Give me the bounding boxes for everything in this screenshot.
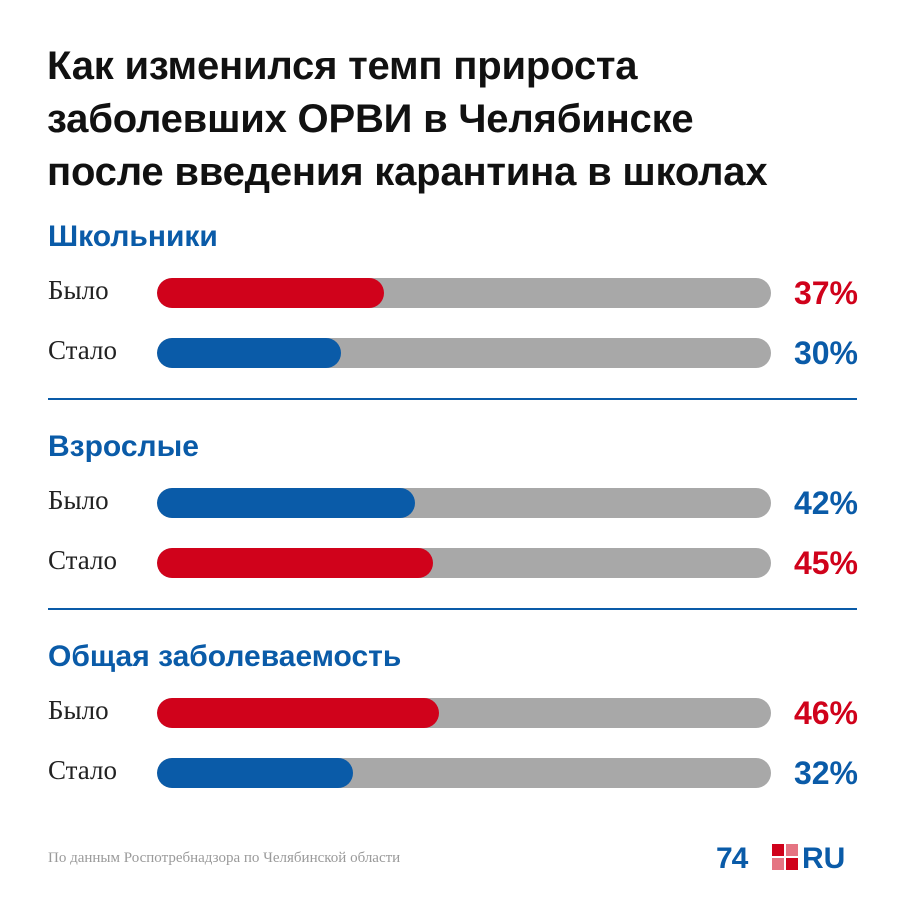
logo-74ru: 74 RU — [716, 842, 861, 876]
bar-track — [157, 278, 771, 308]
title-line-1: Как изменился темп прироста — [47, 44, 638, 88]
title-line-2: заболевших ОРВИ в Челябинске — [47, 97, 694, 141]
bar-fill — [157, 698, 440, 728]
bar-track — [157, 338, 771, 368]
bar-fill — [157, 548, 434, 578]
bar-fill — [157, 488, 415, 518]
bar-value: 30% — [793, 335, 858, 371]
row-label: Было — [48, 695, 109, 725]
bar-track — [157, 698, 771, 728]
logo-number: 74 — [716, 842, 748, 875]
bar-track — [157, 548, 771, 578]
bar-fill — [157, 278, 385, 308]
bar-value: 32% — [793, 755, 858, 791]
row-label: Стало — [48, 545, 117, 575]
logo-suffix: RU — [802, 842, 846, 875]
bar-value: 42% — [793, 485, 858, 521]
bar-fill — [157, 338, 342, 368]
group-divider — [48, 398, 857, 400]
group-label-total: Общая заболеваемость — [48, 640, 402, 673]
group-label-schoolchildren: Школьники — [48, 220, 218, 253]
group-divider — [48, 608, 857, 610]
title-line-3: после введения карантина в школах — [47, 150, 768, 194]
bar-value: 37% — [793, 275, 858, 311]
source-note: По данным Роспотребнадзора по Челябинско… — [48, 850, 401, 866]
bar-value: 45% — [793, 545, 858, 581]
logo-squares-icon — [772, 844, 798, 870]
bar-fill — [157, 758, 354, 788]
bar-value: 46% — [793, 695, 858, 731]
bar-track — [157, 758, 771, 788]
chart-title: Как изменился темп прироста заболевших О… — [47, 40, 877, 199]
row-label: Стало — [48, 755, 117, 785]
row-label: Было — [48, 485, 109, 515]
group-label-adults: Взрослые — [48, 430, 199, 463]
row-label: Было — [48, 275, 109, 305]
row-label: Стало — [48, 335, 117, 365]
bar-track — [157, 488, 771, 518]
